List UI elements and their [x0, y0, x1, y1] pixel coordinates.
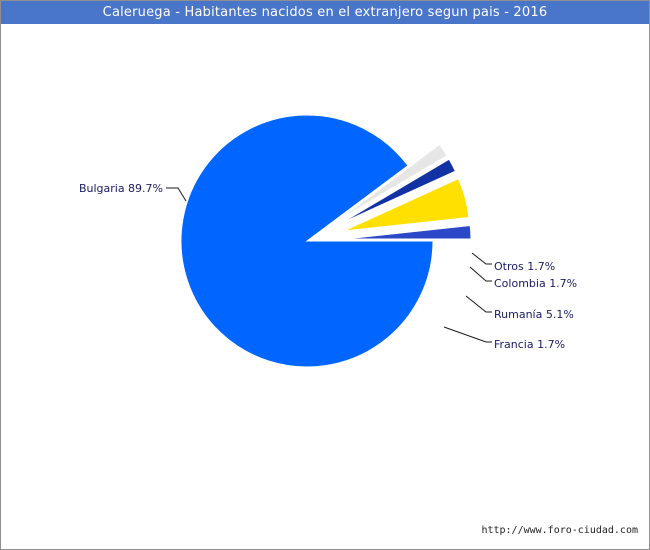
source-credit: http://www.foro-ciudad.com	[481, 525, 638, 536]
slice-label-otros: Otros 1.7%	[494, 260, 555, 273]
leader-line	[465, 295, 492, 313]
slice-label-bulgaria: Bulgaria 89.7%	[79, 182, 163, 195]
chart-title: Caleruega - Habitantes nacidos en el ext…	[1, 1, 649, 24]
leader-line	[469, 266, 492, 282]
pie-slice-colombia	[340, 158, 456, 224]
pie-slice-francia	[344, 224, 472, 240]
leader-line	[443, 326, 492, 343]
pie-slice-otros	[338, 143, 448, 221]
leader-line	[471, 252, 492, 265]
slice-label-francia: Francia 1.7%	[494, 338, 565, 351]
pie-slice-bulgaria	[180, 114, 434, 368]
slice-label-colombia: Colombia 1.7%	[494, 277, 577, 290]
slice-label-ruman-a: Rumanía 5.1%	[494, 308, 574, 321]
leader-line	[166, 187, 187, 202]
pie-slice-ruman-a	[343, 178, 470, 232]
